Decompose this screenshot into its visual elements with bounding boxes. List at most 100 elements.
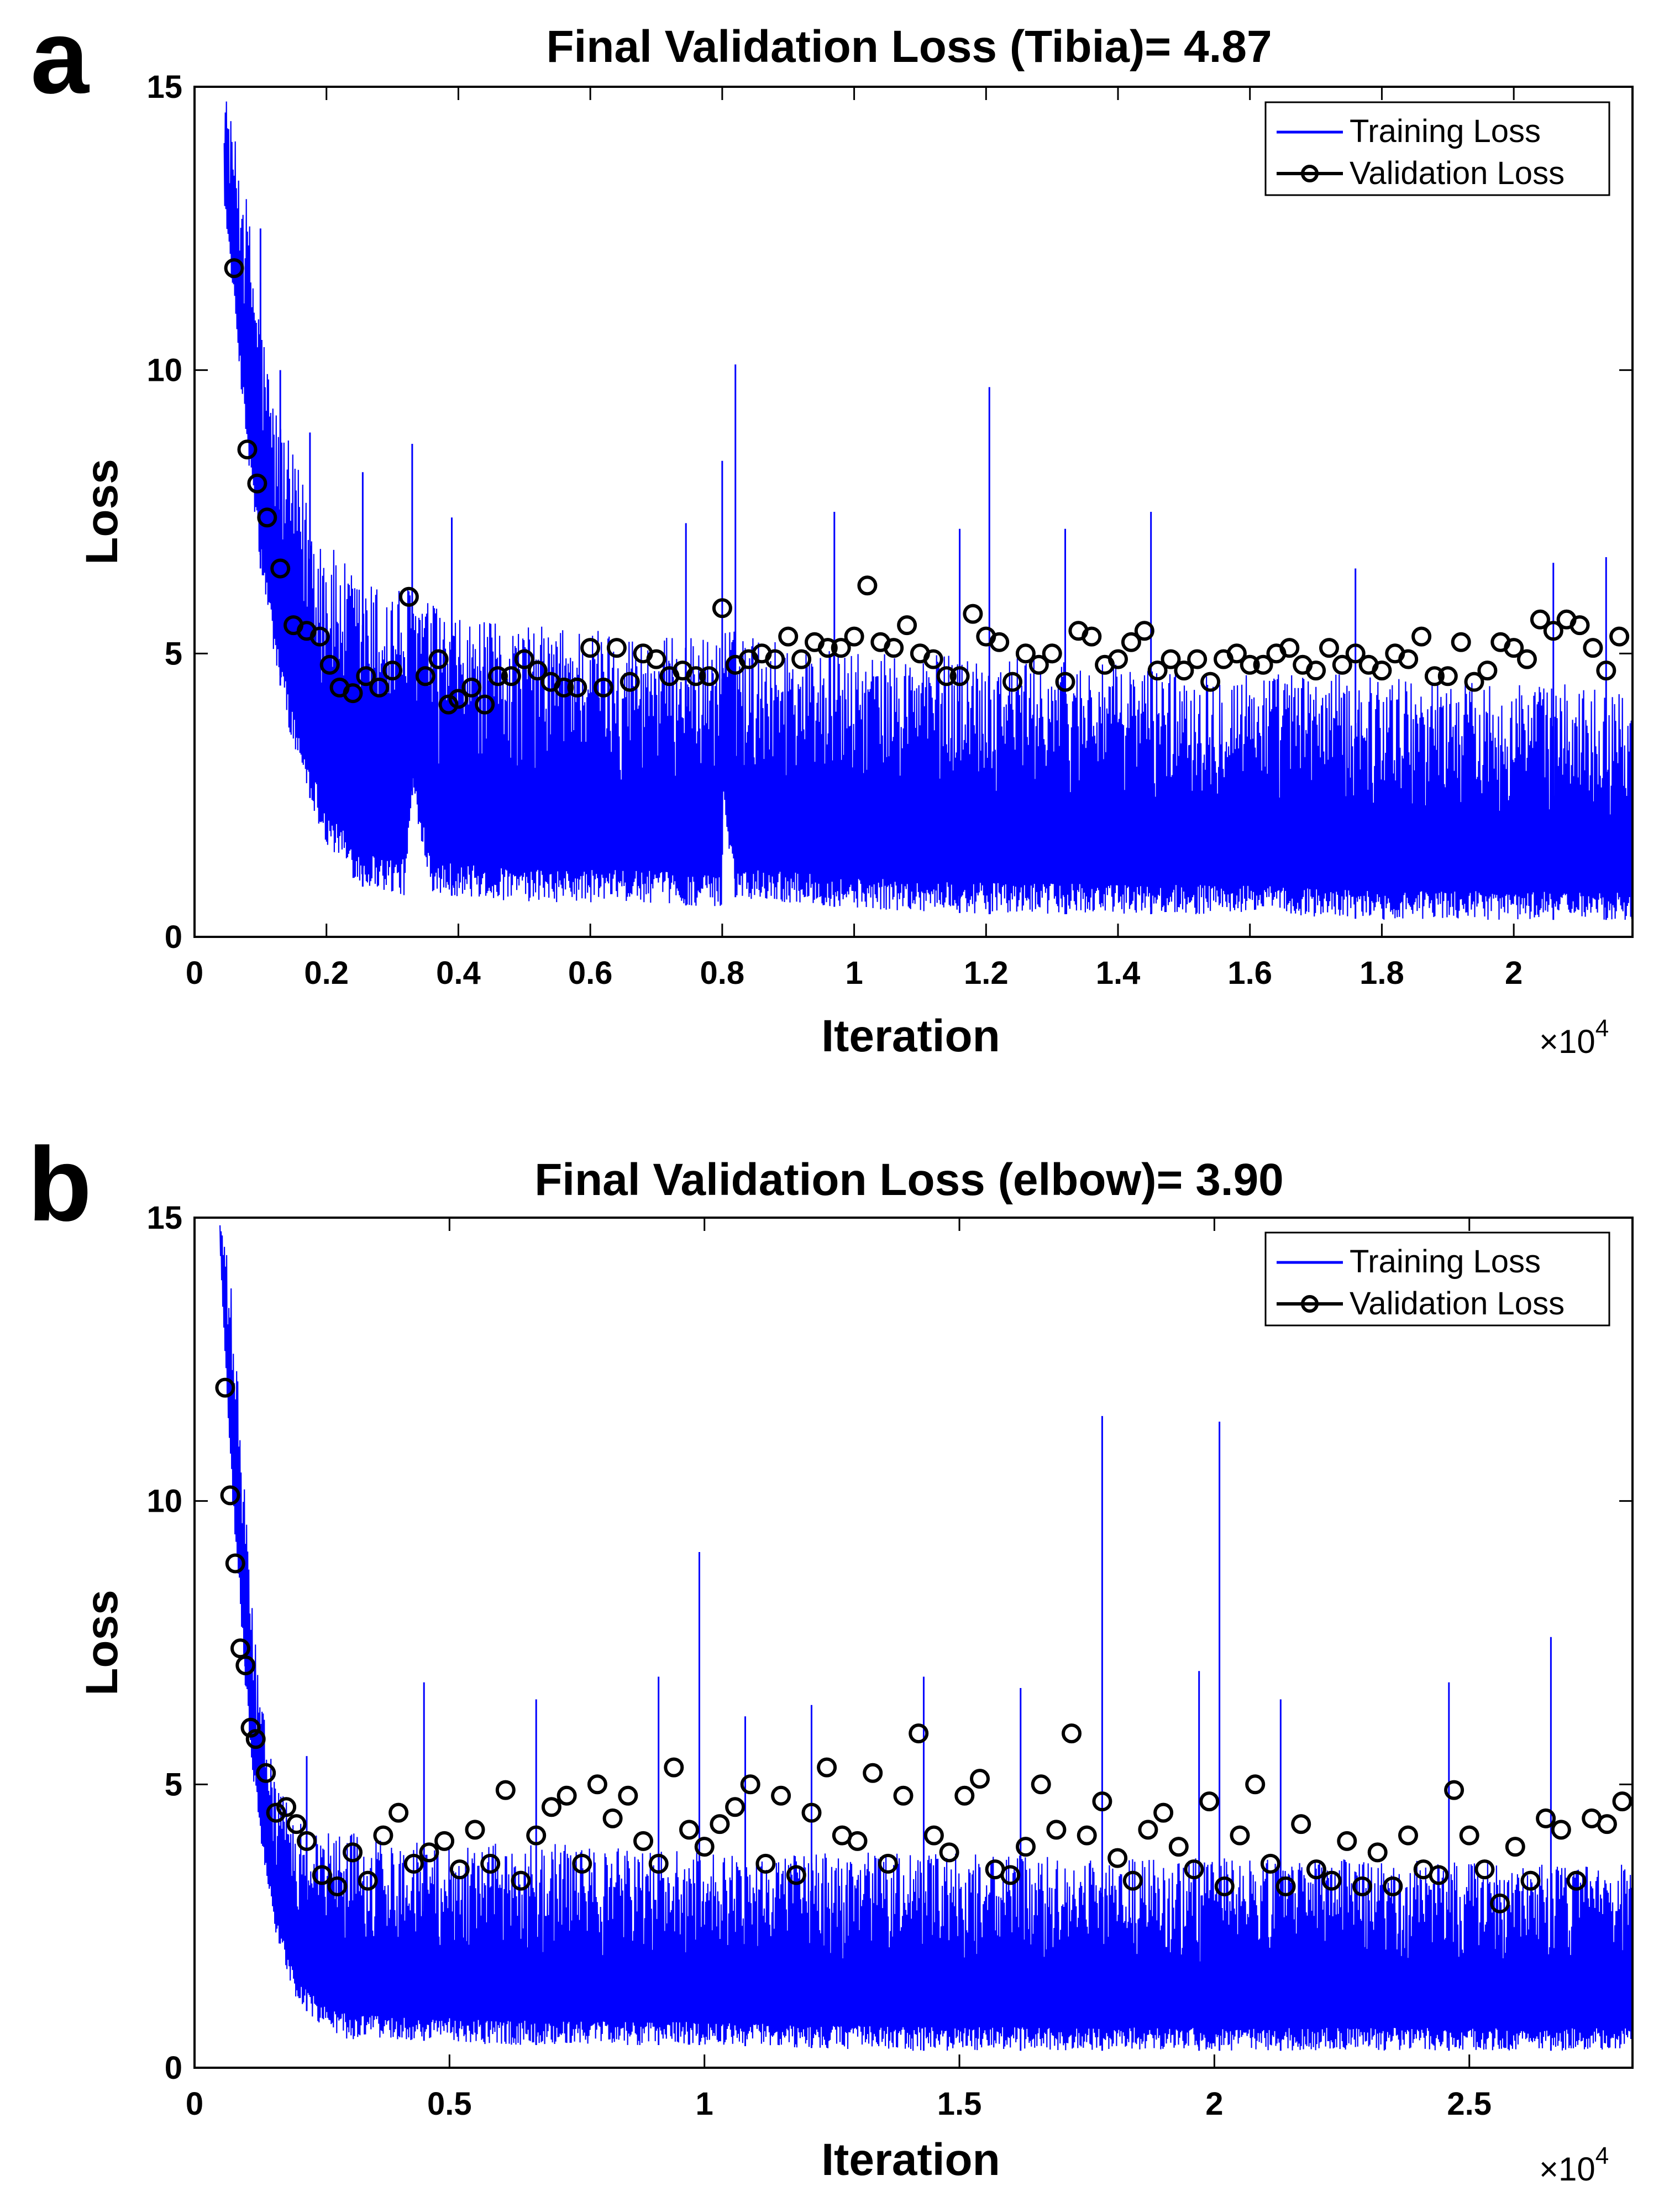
validation-loss-point bbox=[240, 1717, 261, 1738]
validation-loss-point bbox=[1597, 1814, 1617, 1834]
validation-loss-point bbox=[343, 1842, 363, 1863]
validation-loss-point bbox=[679, 1820, 699, 1840]
validation-loss-point bbox=[1107, 1848, 1128, 1868]
validation-loss-point bbox=[1134, 621, 1154, 641]
validation-loss-point bbox=[245, 1729, 266, 1749]
validation-loss-point bbox=[1444, 1780, 1464, 1800]
validation-loss-point bbox=[327, 1876, 348, 1896]
x-multiplier: ×104 bbox=[1539, 2142, 1609, 2188]
validation-loss-point bbox=[286, 1814, 307, 1834]
panel-letter: a bbox=[30, 0, 90, 116]
y-tick-label: 0 bbox=[165, 919, 182, 955]
validation-loss-point bbox=[620, 672, 640, 692]
validation-loss-point bbox=[1352, 1876, 1372, 1896]
validation-loss-point bbox=[527, 661, 548, 681]
axes-frame bbox=[193, 1217, 1634, 2069]
validation-loss-point bbox=[501, 666, 521, 686]
validation-loss-point bbox=[1031, 1774, 1051, 1795]
validation-loss-point bbox=[1551, 1820, 1571, 1840]
validation-loss-point bbox=[1520, 1870, 1541, 1891]
validation-loss-point bbox=[1474, 1859, 1495, 1880]
validation-loss-point bbox=[817, 1757, 837, 1778]
validation-loss-point bbox=[1345, 643, 1366, 664]
validation-loss-point bbox=[884, 638, 904, 658]
x-tick-label: 1.4 bbox=[1096, 955, 1141, 991]
validation-loss-point bbox=[1002, 672, 1022, 692]
validation-loss-point bbox=[710, 1814, 730, 1834]
validation-loss-point bbox=[1028, 654, 1049, 675]
x-tick-label: 1 bbox=[845, 955, 863, 991]
y-tick-label: 10 bbox=[146, 1484, 182, 1519]
validation-loss-point bbox=[312, 1865, 332, 1885]
validation-loss-point bbox=[270, 558, 291, 579]
validation-loss-point bbox=[1260, 1853, 1280, 1874]
validation-loss-point bbox=[1583, 638, 1603, 658]
validation-loss-point bbox=[1226, 643, 1247, 664]
chart-title: Final Validation Loss (elbow)= 3.90 bbox=[534, 1155, 1284, 1205]
validation-loss-point bbox=[1609, 626, 1630, 647]
validation-loss-point bbox=[923, 649, 943, 669]
validation-loss-point bbox=[646, 649, 666, 669]
validation-loss-point bbox=[1424, 666, 1445, 686]
validation-loss-point bbox=[1464, 672, 1484, 692]
validation-loss-point bbox=[1121, 632, 1141, 652]
validation-loss-point bbox=[1082, 626, 1102, 647]
validation-loss-point bbox=[831, 638, 851, 658]
validation-loss-point bbox=[266, 1802, 286, 1823]
x-tick-label: 0 bbox=[186, 955, 203, 991]
validation-loss-point bbox=[1147, 661, 1168, 681]
y-axis-label: Loss bbox=[77, 1590, 127, 1695]
x-tick-label: 0.6 bbox=[568, 955, 613, 991]
validation-loss-point bbox=[319, 654, 340, 675]
validation-loss-point bbox=[449, 1859, 470, 1880]
validation-loss-point bbox=[1398, 1825, 1418, 1846]
validation-loss-point bbox=[428, 649, 449, 669]
validation-loss-point bbox=[602, 1808, 623, 1828]
validation-loss-point bbox=[923, 1825, 944, 1846]
validation-loss-point bbox=[648, 1853, 669, 1874]
x-multiplier-base: ×10 bbox=[1539, 1023, 1595, 1060]
validation-loss-point bbox=[419, 1842, 439, 1863]
validation-loss-point bbox=[1062, 1723, 1082, 1744]
validation-loss-point bbox=[1199, 1791, 1220, 1812]
validation-loss-point bbox=[1505, 1837, 1525, 1857]
y-tick-label: 10 bbox=[146, 353, 182, 389]
x-tick-label: 0.2 bbox=[304, 955, 349, 991]
validation-loss-point bbox=[1459, 1825, 1479, 1846]
x-tick-label: 1.8 bbox=[1359, 955, 1404, 991]
validation-loss-point bbox=[699, 666, 719, 686]
axis-ticks: 0 0.5 1 1.5 2 2.5 0 5 10 15 bbox=[146, 1200, 1632, 2122]
legend-validation-label: Validation Loss bbox=[1350, 155, 1565, 191]
y-tick-label: 5 bbox=[165, 1767, 182, 1802]
validation-loss-point bbox=[1122, 1870, 1143, 1891]
validation-loss-point bbox=[1517, 649, 1537, 669]
x-tick-label: 0.5 bbox=[427, 2086, 472, 2122]
x-multiplier-exponent: 4 bbox=[1595, 1015, 1609, 1042]
validation-loss-point bbox=[817, 638, 838, 658]
validation-loss-point bbox=[1015, 643, 1036, 664]
x-tick-label: 0 bbox=[186, 2086, 203, 2122]
validation-loss-point bbox=[1245, 1774, 1266, 1795]
validation-loss-point bbox=[587, 1774, 607, 1795]
validation-loss-point bbox=[438, 694, 459, 715]
validation-loss-point bbox=[297, 1831, 317, 1851]
validation-loss-point bbox=[1168, 1837, 1189, 1857]
validation-loss-point bbox=[970, 1769, 990, 1789]
validation-loss-point bbox=[511, 1870, 531, 1891]
validation-loss-point bbox=[1411, 626, 1432, 647]
validation-loss-point bbox=[1108, 649, 1128, 669]
validation-loss-point bbox=[554, 677, 574, 698]
validation-loss-point bbox=[989, 632, 1010, 652]
validation-loss-point bbox=[863, 1763, 883, 1783]
validation-loss-point bbox=[580, 638, 601, 658]
x-tick-label: 2.5 bbox=[1447, 2086, 1492, 2122]
x-multiplier-exponent: 4 bbox=[1595, 2142, 1609, 2169]
validation-loss-point bbox=[606, 638, 627, 658]
validation-loss-point bbox=[309, 626, 330, 647]
validation-loss-point bbox=[475, 694, 495, 715]
legend-validation-label: Validation Loss bbox=[1350, 1286, 1565, 1322]
validation-loss-point bbox=[1596, 661, 1616, 681]
validation-loss-point bbox=[1279, 638, 1300, 658]
validation-loss-point bbox=[1187, 649, 1208, 669]
